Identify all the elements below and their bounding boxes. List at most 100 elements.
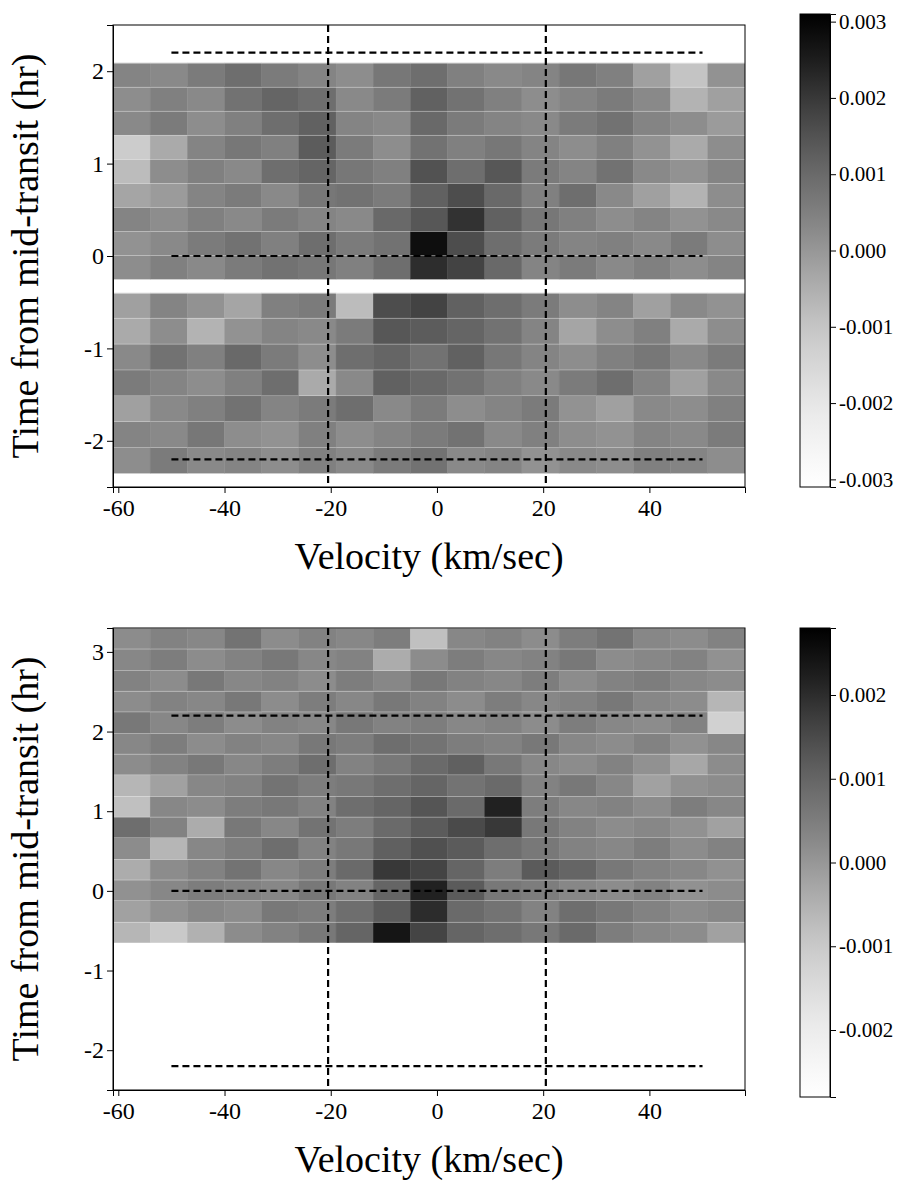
tick: 20 — [532, 1090, 556, 1124]
figure: -60-40-2002040-2-1012Velocity (km/sec)Ti… — [0, 0, 912, 1192]
cell — [448, 796, 485, 817]
cell — [336, 370, 373, 396]
cell — [187, 159, 224, 183]
tick: -40 — [209, 487, 241, 521]
cell — [522, 859, 559, 880]
cell — [299, 691, 336, 712]
tick-mark — [830, 863, 836, 864]
cell — [596, 370, 633, 396]
cell — [633, 293, 670, 318]
tick-mark — [437, 487, 438, 493]
plot-frame — [113, 25, 745, 487]
cell — [187, 318, 224, 344]
cell — [448, 111, 485, 135]
cell — [633, 396, 670, 422]
panel: -60-40-2002040-2-1012Velocity (km/sec)Ti… — [4, 25, 746, 578]
cell — [373, 63, 410, 87]
colorbar-axis: -0.003-0.002-0.0010.0000.0010.0020.003 — [830, 10, 893, 492]
cell — [225, 318, 262, 344]
cell — [448, 670, 485, 691]
cell — [596, 255, 633, 279]
cell — [113, 255, 150, 279]
tick-mark — [649, 487, 650, 493]
cell — [373, 922, 410, 943]
cell — [485, 733, 522, 754]
cell — [373, 817, 410, 838]
cell — [373, 159, 410, 183]
cell — [262, 135, 299, 159]
cell — [708, 817, 745, 838]
cell — [262, 231, 299, 255]
cell — [559, 922, 596, 943]
tick: -60 — [103, 487, 135, 521]
cell — [113, 775, 150, 797]
cell — [336, 733, 373, 754]
tick-label: -60 — [103, 1098, 135, 1124]
cell — [522, 255, 559, 279]
cell — [187, 754, 224, 775]
cell — [559, 670, 596, 691]
cell — [373, 796, 410, 817]
y-axis: -2-10123 — [84, 629, 114, 1091]
cell — [299, 159, 336, 183]
tick-label: 0.002 — [839, 86, 886, 110]
cell — [373, 183, 410, 207]
x-axis-title: Velocity (km/sec) — [294, 1138, 563, 1181]
cell — [522, 421, 559, 447]
cell — [448, 396, 485, 422]
tick-label: 1 — [92, 798, 104, 824]
cell — [559, 63, 596, 87]
cell — [373, 135, 410, 159]
cell — [410, 231, 447, 255]
axis-line — [114, 488, 746, 494]
cell — [150, 344, 187, 370]
cell — [299, 293, 336, 318]
cell — [113, 733, 150, 754]
tick: 0.003 — [830, 10, 886, 34]
cell — [448, 207, 485, 231]
cell — [559, 231, 596, 255]
cell — [559, 900, 596, 922]
tick-label: -0.003 — [839, 468, 893, 492]
tick: -60 — [103, 1090, 135, 1124]
tick-label: 40 — [638, 1098, 662, 1124]
cell — [225, 733, 262, 754]
cell — [150, 837, 187, 859]
cell — [262, 754, 299, 775]
cell — [485, 817, 522, 838]
cell — [113, 447, 150, 473]
cell — [299, 733, 336, 754]
reference-line — [171, 890, 702, 892]
cell — [485, 796, 522, 817]
cell — [559, 837, 596, 859]
cell — [187, 396, 224, 422]
cell — [485, 670, 522, 691]
tick-label: -40 — [209, 495, 241, 521]
cell — [225, 183, 262, 207]
tick-mark — [118, 1090, 119, 1096]
cell — [410, 293, 447, 318]
tick: -0.003 — [830, 468, 893, 492]
cell — [225, 87, 262, 111]
cell — [522, 691, 559, 712]
cell — [336, 754, 373, 775]
tick: 0 — [92, 878, 113, 904]
cell — [225, 628, 262, 649]
y-axis-title: Time from mid-transit (hr) — [4, 657, 47, 1062]
cell — [336, 318, 373, 344]
cell — [336, 159, 373, 183]
cell — [708, 649, 745, 671]
cell — [336, 691, 373, 712]
cell — [596, 837, 633, 859]
cell — [671, 255, 708, 279]
cell — [633, 796, 670, 817]
cell — [671, 859, 708, 880]
cell — [708, 159, 745, 183]
cell — [150, 754, 187, 775]
axis-line — [831, 15, 837, 488]
tick-mark — [225, 487, 226, 493]
cell — [708, 628, 745, 649]
cell — [596, 691, 633, 712]
cell — [187, 111, 224, 135]
cell — [522, 344, 559, 370]
